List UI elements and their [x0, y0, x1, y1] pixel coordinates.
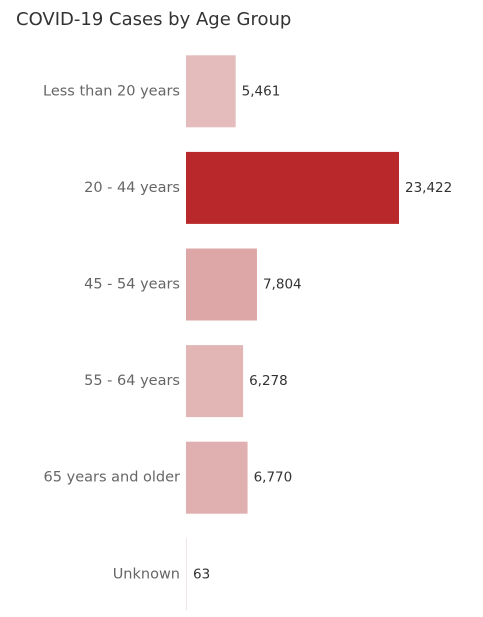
category-label: 20 - 44 years: [84, 180, 180, 196]
category-label: 65 years and older: [44, 470, 180, 486]
chart-title: COVID-19 Cases by Age Group: [16, 9, 291, 30]
category-label: Unknown: [113, 566, 180, 582]
category-label: 55 - 64 years: [84, 373, 180, 389]
value-label: 7,804: [263, 277, 302, 293]
category-label: Less than 20 years: [43, 83, 180, 99]
value-label: 6,770: [254, 470, 293, 486]
value-label: 63: [193, 566, 210, 582]
value-label: 5,461: [242, 83, 281, 99]
category-label: 45 - 54 years: [84, 277, 180, 293]
bar: [186, 55, 236, 128]
bar: [186, 151, 399, 224]
bar: [186, 248, 257, 321]
value-label: 6,278: [249, 373, 288, 389]
value-label: 23,422: [405, 180, 452, 196]
bar: [186, 441, 248, 514]
bar: [186, 345, 244, 418]
bar: [186, 538, 187, 611]
